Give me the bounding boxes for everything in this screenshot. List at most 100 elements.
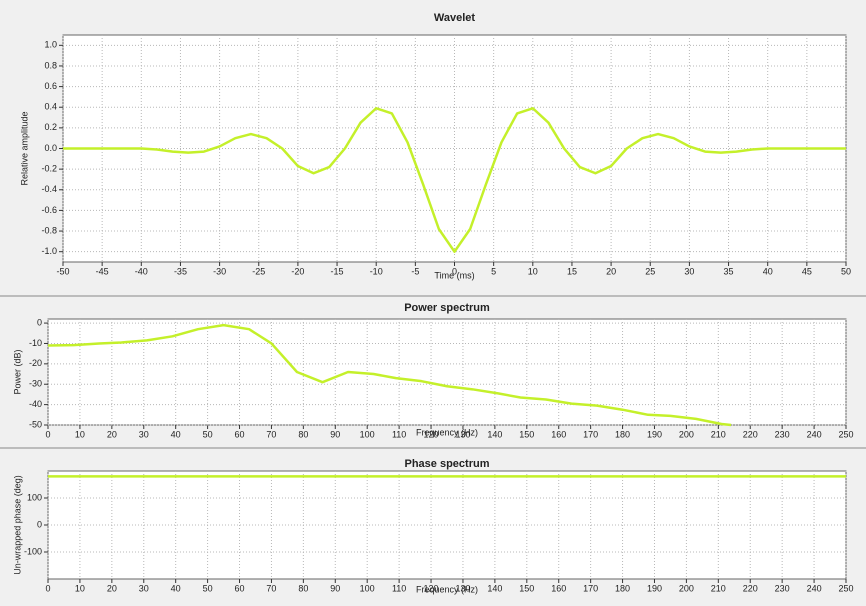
x-tick-label: 35 <box>724 266 734 276</box>
series-line <box>63 107 846 253</box>
x-tick-label: 220 <box>743 429 758 439</box>
x-tick-label: 30 <box>139 429 149 439</box>
x-tick-label: 20 <box>606 266 616 276</box>
x-tick-label: 5 <box>491 266 496 276</box>
x-tick-label: -40 <box>135 266 148 276</box>
x-tick-label: 0 <box>452 266 457 276</box>
y-tick-label: -0.8 <box>41 225 57 235</box>
y-tick-label: 1.0 <box>44 40 57 50</box>
x-tick-label: 180 <box>615 583 630 593</box>
x-tick-label: 45 <box>802 266 812 276</box>
x-tick-label: 15 <box>567 266 577 276</box>
x-tick-label: -5 <box>411 266 419 276</box>
x-axis-label: Frequency (Hz) <box>416 427 478 437</box>
x-tick-label: 220 <box>743 583 758 593</box>
chart-title: Power spectrum <box>404 302 490 314</box>
x-tick-label: 170 <box>583 583 598 593</box>
y-tick-label: 0.4 <box>44 102 57 112</box>
y-tick-label: -0.4 <box>41 184 57 194</box>
x-tick-label: 240 <box>807 583 822 593</box>
x-axis-label: Time (ms) <box>434 270 474 280</box>
chart-title: Wavelet <box>434 12 476 24</box>
x-tick-label: 90 <box>330 429 340 439</box>
x-tick-label: 100 <box>360 429 375 439</box>
x-tick-label: 0 <box>45 429 50 439</box>
x-tick-label: 180 <box>615 429 630 439</box>
x-tick-label: 10 <box>75 429 85 439</box>
x-tick-label: 40 <box>171 429 181 439</box>
x-tick-label: 230 <box>775 429 790 439</box>
x-tick-label: 170 <box>583 429 598 439</box>
x-axis-label: Frequency (Hz) <box>416 584 478 594</box>
y-tick-label: 0.0 <box>44 143 57 153</box>
x-tick-label: -30 <box>213 266 226 276</box>
y-tick-label: -100 <box>24 546 42 556</box>
x-tick-label: 100 <box>360 583 375 593</box>
y-tick-label: -30 <box>29 379 42 389</box>
x-tick-label: 190 <box>647 429 662 439</box>
y-tick-label: 0.8 <box>44 60 57 70</box>
x-tick-label: 190 <box>647 583 662 593</box>
x-tick-label: 50 <box>203 429 213 439</box>
x-tick-label: -25 <box>252 266 265 276</box>
y-tick-label: -50 <box>29 419 42 429</box>
x-tick-label: 120 <box>424 429 439 439</box>
x-tick-label: 210 <box>711 583 726 593</box>
x-tick-label: 60 <box>235 429 245 439</box>
x-tick-label: 70 <box>266 583 276 593</box>
x-tick-label: -15 <box>331 266 344 276</box>
y-tick-label: -0.6 <box>41 205 57 215</box>
y-axis-label: Un-wrapped phase (deg) <box>12 475 22 575</box>
y-tick-label: 0.2 <box>44 122 57 132</box>
x-tick-label: 200 <box>679 583 694 593</box>
x-tick-label: 160 <box>551 429 566 439</box>
x-tick-label: 140 <box>487 429 502 439</box>
x-tick-label: 30 <box>139 583 149 593</box>
x-tick-label: 210 <box>711 429 726 439</box>
x-tick-label: 20 <box>107 429 117 439</box>
x-tick-label: 240 <box>807 429 822 439</box>
x-tick-label: 10 <box>528 266 538 276</box>
x-tick-label: 230 <box>775 583 790 593</box>
x-tick-label: 25 <box>645 266 655 276</box>
x-tick-label: 90 <box>330 583 340 593</box>
x-tick-label: -35 <box>174 266 187 276</box>
x-tick-label: -20 <box>291 266 304 276</box>
x-tick-label: 50 <box>203 583 213 593</box>
x-tick-label: 50 <box>841 266 851 276</box>
x-tick-label: 130 <box>455 583 470 593</box>
x-tick-label: 20 <box>107 583 117 593</box>
x-tick-label: 0 <box>45 583 50 593</box>
x-tick-label: 110 <box>392 583 406 593</box>
x-tick-label: -50 <box>56 266 69 276</box>
plot-area <box>47 318 847 426</box>
chart-title: Phase spectrum <box>405 458 490 470</box>
x-tick-label: 250 <box>838 583 853 593</box>
x-tick-label: 130 <box>455 429 470 439</box>
y-tick-label: 100 <box>27 492 42 502</box>
y-tick-label: 0.6 <box>44 81 57 91</box>
x-tick-label: 150 <box>519 429 534 439</box>
x-tick-label: 120 <box>424 583 439 593</box>
x-tick-label: 110 <box>392 429 406 439</box>
x-tick-label: 30 <box>684 266 694 276</box>
x-tick-label: 80 <box>298 429 308 439</box>
y-tick-label: -40 <box>29 399 42 409</box>
y-tick-label: -0.2 <box>41 164 57 174</box>
x-tick-label: 200 <box>679 429 694 439</box>
x-tick-label: 250 <box>838 429 853 439</box>
y-tick-label: -10 <box>29 338 42 348</box>
x-tick-label: 80 <box>298 583 308 593</box>
x-tick-label: 150 <box>519 583 534 593</box>
y-tick-label: -1.0 <box>41 246 57 256</box>
x-tick-label: 60 <box>235 583 245 593</box>
x-tick-label: 40 <box>171 583 181 593</box>
series-line <box>47 323 732 427</box>
x-tick-label: -45 <box>96 266 109 276</box>
y-tick-label: 0 <box>37 317 42 327</box>
x-tick-label: 160 <box>551 583 566 593</box>
x-tick-label: 140 <box>487 583 502 593</box>
x-tick-label: 10 <box>75 583 85 593</box>
y-axis-label: Relative amplitude <box>19 111 29 185</box>
